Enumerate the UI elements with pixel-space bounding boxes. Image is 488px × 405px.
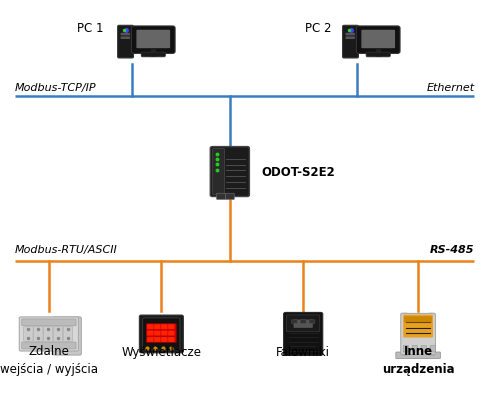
FancyBboxPatch shape xyxy=(411,345,417,352)
FancyBboxPatch shape xyxy=(121,37,130,40)
FancyBboxPatch shape xyxy=(142,318,180,350)
FancyBboxPatch shape xyxy=(121,34,130,36)
FancyBboxPatch shape xyxy=(345,34,354,36)
FancyBboxPatch shape xyxy=(212,149,224,195)
FancyBboxPatch shape xyxy=(154,331,160,336)
FancyBboxPatch shape xyxy=(146,324,176,330)
FancyBboxPatch shape xyxy=(19,317,78,351)
FancyBboxPatch shape xyxy=(420,345,426,352)
Text: PC 1: PC 1 xyxy=(77,22,103,35)
FancyBboxPatch shape xyxy=(168,324,174,329)
Text: Ethernet: Ethernet xyxy=(426,82,473,92)
FancyBboxPatch shape xyxy=(366,53,389,58)
FancyBboxPatch shape xyxy=(402,315,432,338)
FancyBboxPatch shape xyxy=(136,31,170,49)
FancyBboxPatch shape xyxy=(291,320,297,324)
Text: Inne: Inne xyxy=(403,344,432,357)
Text: Modbus-RTU/ASCII: Modbus-RTU/ASCII xyxy=(15,245,117,255)
FancyBboxPatch shape xyxy=(131,27,175,54)
FancyBboxPatch shape xyxy=(147,331,153,336)
FancyBboxPatch shape xyxy=(283,313,322,356)
Text: urządzenia: urządzenia xyxy=(381,362,453,375)
FancyBboxPatch shape xyxy=(400,313,435,355)
FancyBboxPatch shape xyxy=(147,337,153,342)
FancyBboxPatch shape xyxy=(356,27,399,54)
FancyBboxPatch shape xyxy=(22,319,76,326)
FancyBboxPatch shape xyxy=(210,147,249,197)
FancyBboxPatch shape xyxy=(34,327,43,341)
FancyBboxPatch shape xyxy=(161,324,167,329)
FancyBboxPatch shape xyxy=(139,315,183,353)
FancyBboxPatch shape xyxy=(118,26,133,59)
FancyBboxPatch shape xyxy=(427,313,433,356)
Text: wejścia / wyjścia: wejścia / wyjścia xyxy=(0,362,98,375)
FancyBboxPatch shape xyxy=(345,37,354,40)
Text: RS-485: RS-485 xyxy=(429,245,473,255)
FancyBboxPatch shape xyxy=(361,31,394,49)
FancyBboxPatch shape xyxy=(308,320,314,324)
FancyBboxPatch shape xyxy=(43,327,53,341)
Text: Zdalne: Zdalne xyxy=(28,344,69,357)
FancyBboxPatch shape xyxy=(216,194,225,200)
FancyBboxPatch shape xyxy=(53,317,81,355)
FancyBboxPatch shape xyxy=(342,26,358,59)
FancyBboxPatch shape xyxy=(403,317,431,322)
Text: PC 2: PC 2 xyxy=(304,22,330,35)
FancyBboxPatch shape xyxy=(161,331,167,336)
FancyBboxPatch shape xyxy=(300,320,305,324)
FancyBboxPatch shape xyxy=(22,342,76,349)
FancyBboxPatch shape xyxy=(53,327,62,341)
FancyBboxPatch shape xyxy=(161,337,167,342)
FancyBboxPatch shape xyxy=(154,337,160,342)
FancyBboxPatch shape xyxy=(23,327,33,341)
FancyBboxPatch shape xyxy=(146,336,176,343)
Text: Falowniki: Falowniki xyxy=(276,345,329,358)
FancyBboxPatch shape xyxy=(168,331,174,336)
Text: Modbus-TCP/IP: Modbus-TCP/IP xyxy=(15,82,96,92)
FancyBboxPatch shape xyxy=(402,345,408,352)
FancyBboxPatch shape xyxy=(286,315,319,332)
FancyBboxPatch shape xyxy=(395,352,439,359)
Text: Wyświetlacze: Wyświetlacze xyxy=(121,345,201,358)
FancyBboxPatch shape xyxy=(401,313,407,356)
FancyBboxPatch shape xyxy=(293,320,312,328)
FancyBboxPatch shape xyxy=(154,324,160,329)
FancyBboxPatch shape xyxy=(147,324,153,329)
FancyBboxPatch shape xyxy=(146,330,176,337)
FancyBboxPatch shape xyxy=(429,345,435,352)
FancyBboxPatch shape xyxy=(168,337,174,342)
FancyBboxPatch shape xyxy=(63,327,73,341)
FancyBboxPatch shape xyxy=(225,194,234,200)
Text: ODOT-S2E2: ODOT-S2E2 xyxy=(261,166,335,179)
FancyBboxPatch shape xyxy=(141,53,165,58)
